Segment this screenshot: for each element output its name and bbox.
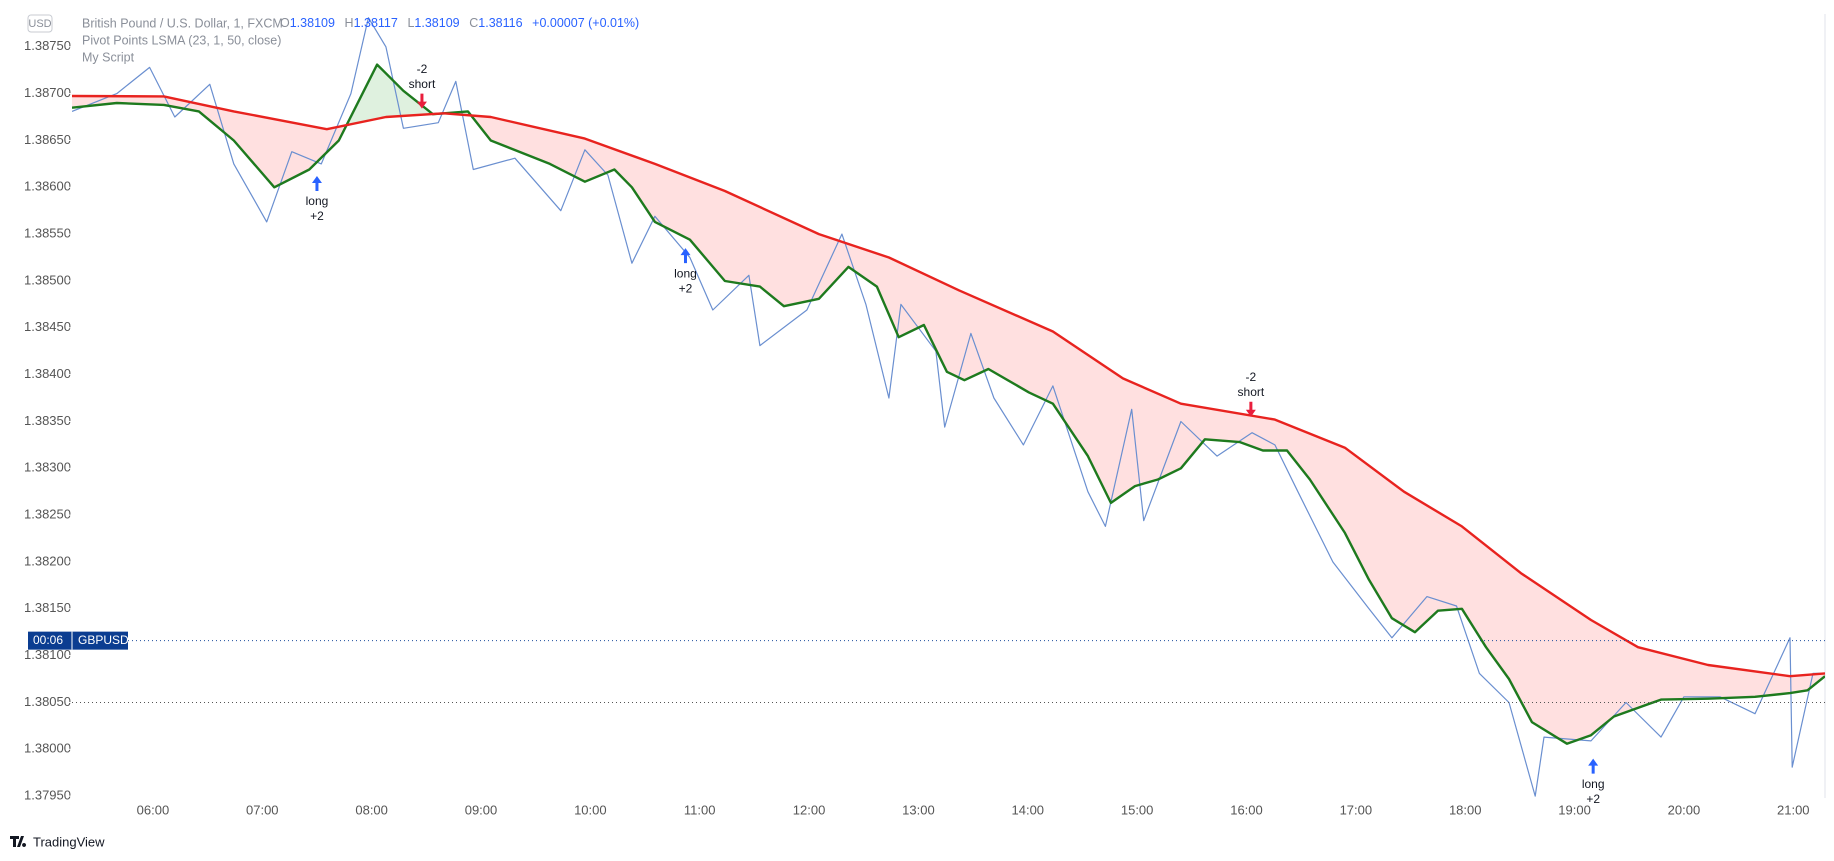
y-tick-label: 1.38750	[24, 38, 71, 53]
long-arrow	[1588, 758, 1599, 774]
y-tick-label: 1.38550	[24, 226, 71, 241]
y-tick-label: 1.38200	[24, 553, 71, 568]
ohlc-value: 1.38116	[478, 16, 522, 30]
brand-name: TradingView	[33, 834, 105, 849]
x-tick-label: 09:00	[465, 802, 498, 817]
x-tick-label: 14:00	[1012, 802, 1045, 817]
price-tag-time: 00:06	[33, 633, 63, 647]
ohlc-value: 1.38109	[414, 16, 459, 30]
script-name: My Script	[82, 50, 135, 64]
y-tick-label: 1.37950	[24, 788, 71, 803]
y-tick-label: 1.38600	[24, 179, 71, 194]
y-tick-label: 1.38350	[24, 413, 71, 428]
x-tick-label: 13:00	[902, 802, 935, 817]
signal-label: short	[409, 77, 436, 91]
ohlc-label: L	[407, 16, 414, 30]
short-arrow	[1245, 401, 1256, 417]
y-tick-label: 1.38650	[24, 132, 71, 147]
band-fill-below	[72, 96, 1825, 744]
x-tick-label: 18:00	[1449, 802, 1482, 817]
currency-box[interactable]	[27, 14, 53, 33]
currency: USD	[28, 18, 51, 30]
symbol-title: British Pound / U.S. Dollar, 1, FXCM	[82, 16, 283, 30]
top-layer: 00:06 GBPUSDlong+2short-2long+2short-2lon…	[28, 62, 1825, 806]
logo	[10, 836, 27, 847]
x-tick-label: 21:00	[1777, 802, 1810, 817]
ohlc-label: C	[469, 16, 478, 30]
y-tick-label: 1.38050	[24, 694, 71, 709]
branding[interactable]: TradingView	[10, 834, 105, 849]
signal-label: short	[1238, 385, 1265, 399]
lines-layer	[72, 17, 1825, 797]
fill-layer	[72, 64, 1825, 744]
x-tick-label: 20:00	[1668, 802, 1701, 817]
signal-amount: +2	[1586, 792, 1600, 806]
y-tick-label: 1.38700	[24, 85, 71, 100]
x-tick-label: 11:00	[684, 802, 716, 817]
y-tick-label: 1.38000	[24, 741, 71, 756]
x-tick-label: 08:00	[355, 802, 388, 817]
x-tick-label: 19:00	[1558, 802, 1591, 817]
ohlc-label: H	[345, 16, 354, 30]
indicator-name: Pivot Points LSMA (23, 1, 50, close)	[82, 33, 281, 47]
price-tag-symbol: GBPUSD	[78, 633, 129, 647]
y-tick-label: 1.38300	[24, 460, 71, 475]
signal-label: long	[674, 266, 697, 280]
x-tick-label: 12:00	[793, 802, 826, 817]
x-tick-label: 10:00	[574, 802, 607, 817]
y-tick-label: 1.38250	[24, 507, 71, 522]
ohlc-change: +0.00007 (+0.01%)	[532, 16, 639, 30]
y-tick-label: 1.38150	[24, 600, 71, 615]
grid-layer: 1.38750 1.38700 1.38650 1.38600 1.38550 1.385…	[24, 14, 1826, 817]
x-tick-label: 06:00	[137, 802, 170, 817]
y-tick-label: 1.38400	[24, 366, 71, 381]
ohlc: O1.38109 H1.38117 L1.38109 C1.38116 +0.0…	[280, 15, 639, 30]
price-line-series	[72, 17, 1825, 797]
short-arrow	[416, 93, 427, 109]
long-arrow	[680, 248, 691, 264]
x-tick-label: 16:00	[1230, 802, 1263, 817]
signal-label: long	[1582, 777, 1605, 791]
price-tag	[28, 631, 128, 650]
x-tick-label: 15:00	[1121, 802, 1154, 817]
signal-amount: +2	[310, 209, 324, 223]
ohlc-label: O	[280, 16, 290, 30]
signal-amount: +2	[679, 281, 693, 295]
y-tick-label: 1.38100	[24, 647, 71, 662]
signal-amount: -2	[417, 62, 428, 76]
signal-amount: -2	[1246, 370, 1257, 384]
y-tick-label: 1.38500	[24, 272, 71, 287]
x-tick-label: 17:00	[1340, 802, 1373, 817]
y-tick-label: 1.38450	[24, 319, 71, 334]
sma-line	[72, 94, 1825, 678]
long-arrow	[311, 176, 322, 192]
lsma-line	[72, 63, 1825, 745]
x-tick-label: 07:00	[246, 802, 279, 817]
ohlc-value: 1.38117	[354, 16, 398, 30]
ohlc-value: 1.38109	[290, 16, 335, 30]
signal-label: long	[306, 194, 329, 208]
